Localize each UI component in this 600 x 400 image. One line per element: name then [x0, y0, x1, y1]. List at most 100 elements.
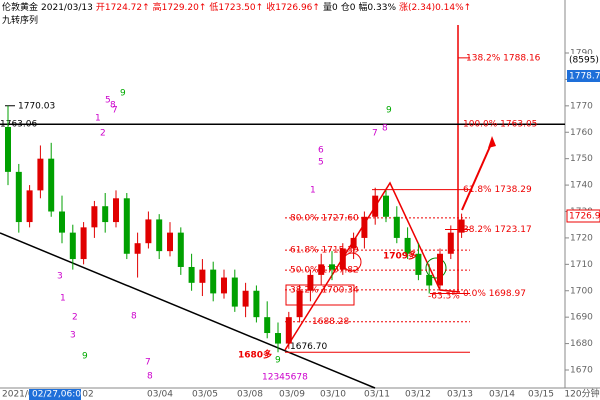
candle-body	[156, 219, 163, 252]
x-tick-label: 03/14	[489, 390, 515, 400]
td-mark: 8	[147, 372, 153, 382]
indicator-name: 九转序列	[2, 16, 39, 26]
candle-body	[361, 216, 368, 238]
candle-body	[177, 232, 184, 267]
annotation: 1709多	[383, 250, 417, 262]
quote-field: 高1729.20↑	[152, 3, 207, 13]
axis-box	[567, 54, 600, 66]
level-label: 1770.03	[18, 101, 55, 111]
level-label: 138.2% 1788.16	[466, 53, 541, 63]
candle-body	[26, 190, 33, 223]
candle-body	[383, 195, 389, 217]
candle-body	[458, 219, 465, 233]
level-label: 80.0% 1727.60	[290, 213, 359, 223]
y-tick-label: 1730	[570, 207, 593, 217]
x-tick-label: 03/05	[192, 390, 218, 400]
quote-field: 仓0	[340, 3, 356, 13]
td-mark: 1	[310, 186, 316, 196]
td-mark: 2	[100, 129, 106, 139]
candle-body	[329, 264, 335, 270]
quote-header: 伦敦黄金 2021/03/13 开1724.72↑ 高1729.20↑ 低1723.50…	[2, 0, 474, 13]
level-label: 61.8% 1715.39	[290, 246, 359, 256]
axis-box	[566, 209, 600, 223]
candle-body	[393, 216, 400, 238]
quote-field: 伦敦黄金	[2, 3, 39, 13]
level-label: 61.8% 1738.29	[463, 185, 532, 195]
candle-body	[48, 158, 55, 212]
td-mark: 3	[57, 272, 63, 282]
x-tick-label: 03/12	[405, 390, 431, 400]
x-tick-label: 02/27,06:00	[32, 390, 87, 400]
candle-body	[447, 232, 454, 254]
candle-body	[69, 232, 76, 260]
level-label: 1688.28	[312, 317, 349, 327]
candle-body	[285, 317, 292, 344]
td-mark: 9	[275, 356, 281, 366]
y-tick-label: 1740	[570, 181, 593, 191]
y-tick-label: 1760	[570, 128, 593, 138]
annotation: 1680多	[238, 349, 272, 361]
axis-box-label: (8595)	[569, 56, 599, 66]
candle-body	[296, 290, 303, 318]
y-tick-label: 1750	[570, 154, 593, 164]
axis-box	[567, 70, 600, 82]
td-mark: 12345678	[262, 373, 308, 383]
td-mark: 2	[72, 313, 78, 323]
y-tick-label: 1680	[570, 339, 593, 349]
candle-body	[134, 243, 141, 254]
axis-box-label: 1778.70	[569, 72, 600, 82]
quote-field: 量0	[322, 3, 338, 13]
y-tick-label: 1710	[570, 260, 593, 270]
td-mark: 8	[382, 124, 388, 134]
td-mark: 3	[70, 331, 76, 341]
level-label: 38.2% 1700.34	[290, 285, 359, 295]
y-tick-label: 1720	[570, 233, 593, 243]
highlight-circle	[342, 252, 362, 272]
candle-body	[167, 232, 173, 252]
candle-body	[231, 277, 238, 307]
candle-body	[199, 269, 206, 283]
candle-body	[123, 198, 130, 254]
level-label: 1763.06	[0, 120, 37, 130]
y-tick-label: 1780	[570, 75, 593, 85]
cursor-time-box	[29, 389, 81, 400]
candle-body	[59, 211, 65, 233]
candle-body	[372, 195, 379, 217]
x-tick-label: 03/08	[237, 390, 263, 400]
quote-field: 幅0.33%	[358, 3, 397, 13]
y-tick-label: 1790	[570, 49, 593, 59]
y-tick-label: 1770	[570, 101, 593, 111]
td-mark: 7	[112, 106, 118, 116]
x-tick-label: 03/11	[364, 390, 390, 400]
candle-body	[437, 253, 443, 286]
candle-body	[5, 126, 11, 172]
candle-body	[145, 219, 152, 244]
td-mark: 1	[95, 114, 101, 124]
candle-body	[350, 237, 357, 249]
y-tick-label: 1670	[570, 366, 593, 376]
td-mark: 1	[60, 294, 66, 304]
candle-body	[80, 227, 87, 260]
td-mark: 5	[318, 158, 324, 168]
candle-body	[426, 274, 433, 286]
candle-body	[318, 264, 325, 275]
highlight-circle	[425, 257, 447, 279]
level-label: 1676.70	[290, 342, 327, 352]
x-tick-label: 03/04	[147, 390, 173, 400]
x-tick-label: 02	[82, 390, 93, 400]
quote-field: 开1724.72↑	[95, 3, 150, 13]
candle-body	[307, 274, 314, 291]
x-tick-label: 03/13	[447, 390, 473, 400]
x-tick-label: 03/10	[320, 390, 346, 400]
candle-body	[221, 277, 227, 294]
candle-body	[264, 317, 271, 334]
td-mark: 9	[120, 89, 126, 99]
candle-body	[242, 290, 249, 307]
wave-line	[284, 181, 461, 351]
candle-body	[404, 237, 411, 254]
td-mark: 9	[82, 352, 88, 362]
td-mark: 9	[386, 106, 392, 116]
candle-body	[37, 158, 44, 191]
quote-field: 低1723.50↑	[209, 3, 264, 13]
